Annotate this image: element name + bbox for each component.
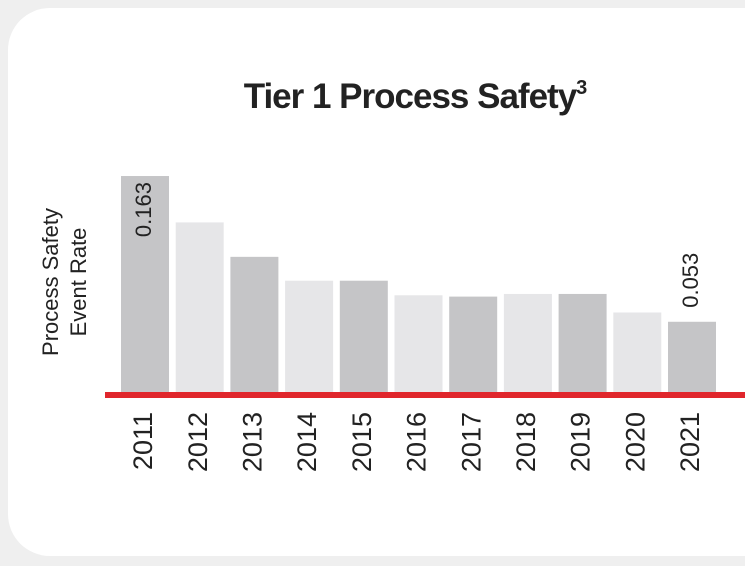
- x-tick-label: 2020: [620, 412, 650, 472]
- x-tick-label: 2012: [183, 412, 213, 472]
- title-text: Tier 1 Process Safety: [244, 77, 578, 116]
- bar: [339, 280, 388, 392]
- x-tick-label: 2014: [292, 412, 322, 472]
- x-tick-label: 2011: [128, 412, 158, 470]
- bar: [449, 296, 498, 392]
- bar: [613, 312, 662, 392]
- x-tick-label: 2019: [566, 412, 596, 472]
- value-label: 0.163: [131, 182, 156, 237]
- bar: [285, 280, 334, 392]
- bar: [668, 321, 716, 392]
- value-label: 0.053: [678, 253, 703, 308]
- x-tick-label: 2016: [402, 412, 432, 472]
- x-tick-label: 2021: [675, 412, 705, 472]
- bar: [558, 293, 607, 392]
- x-tick-label: 2018: [511, 412, 541, 472]
- x-tick-label: 2017: [456, 412, 486, 472]
- x-tick-label: 2013: [238, 412, 268, 472]
- bar: [394, 295, 443, 392]
- title-superscript: 3: [576, 77, 587, 99]
- y-axis-label: Event Rate: [66, 228, 91, 337]
- bar: [175, 222, 224, 392]
- bar: [121, 176, 169, 392]
- x-tick-label: 2015: [347, 412, 377, 472]
- baseline: [105, 392, 745, 398]
- bar: [230, 256, 279, 392]
- y-axis-label: Process Safety: [38, 208, 63, 356]
- chart-title: Tier 1 Process Safety3: [244, 77, 587, 116]
- bar: [503, 293, 552, 392]
